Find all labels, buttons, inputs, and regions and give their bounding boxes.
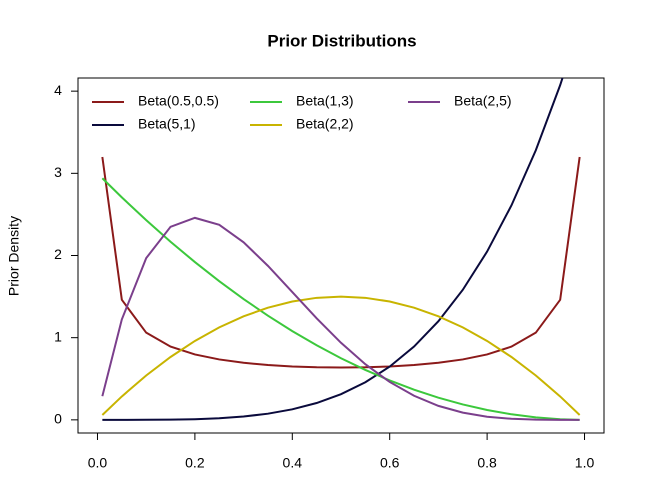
series-line [101,295,581,416]
series-line [101,177,580,421]
x-tick-label: 0.4 [283,455,303,471]
x-tick-label: 1.0 [575,455,595,471]
chart-title: Prior Distributions [267,31,416,50]
y-tick-label: 3 [54,164,62,180]
x-tick-label: 0.0 [88,455,108,471]
series-line [102,78,564,421]
y-tick-label: 0 [54,411,62,427]
legend-label: Beta(2,5) [454,93,512,109]
y-tick-label: 1 [54,328,62,344]
plot-area [101,78,581,421]
legend-label: Beta(1,3) [296,93,354,109]
y-axis-label: Prior Density [6,216,22,296]
x-tick-label: 0.2 [185,455,205,471]
legend-label: Beta(0.5,0.5) [138,93,219,109]
legend-label: Beta(2,2) [296,116,354,132]
series-line [101,216,580,421]
legend-label: Beta(5,1) [138,116,196,132]
x-tick-label: 0.8 [477,455,497,471]
x-tick-label: 0.6 [380,455,400,471]
y-tick-label: 4 [54,82,62,98]
series-line [101,156,581,369]
y-tick-label: 2 [54,246,62,262]
